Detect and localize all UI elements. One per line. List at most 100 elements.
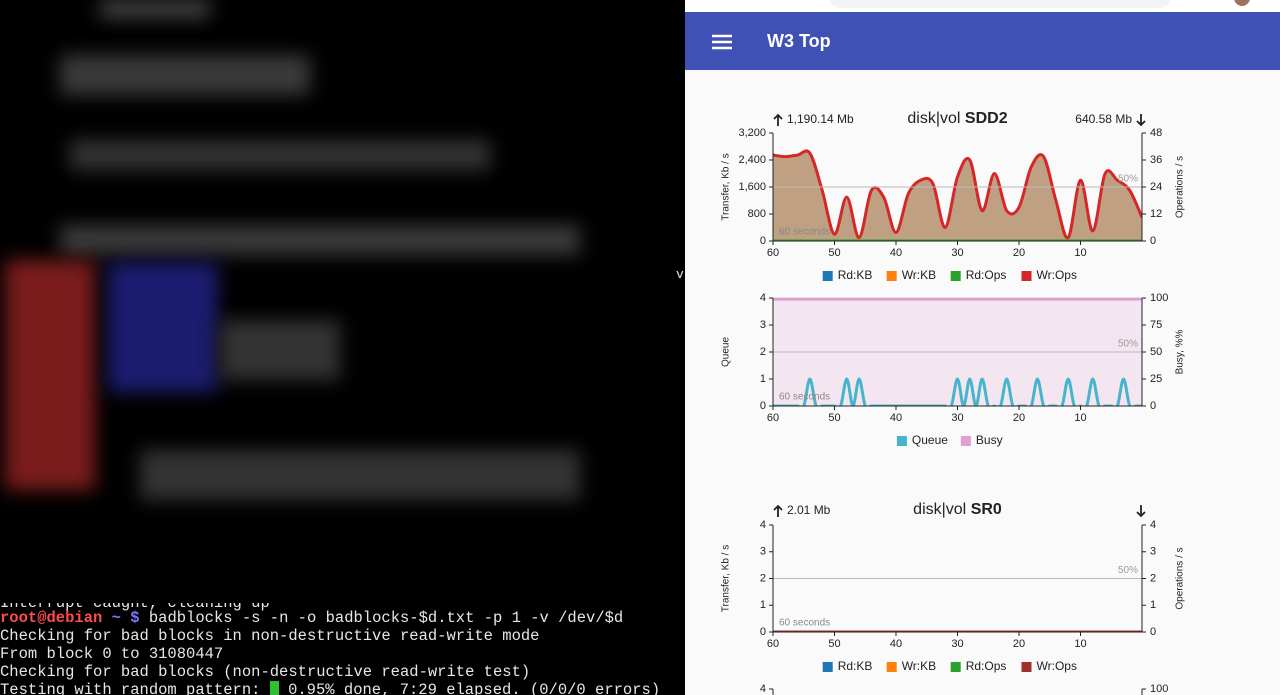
panel-title: disk|vol SR0: [913, 501, 1002, 518]
x-tick-label: 60: [767, 247, 779, 259]
edge-char: v: [676, 267, 684, 282]
app-title: W3 Top: [767, 31, 831, 51]
y2-tick-label: 75: [1150, 319, 1162, 331]
y2-axis-label: Operations / s: [1175, 547, 1186, 609]
app-header: [685, 12, 1280, 70]
legend-label: Queue: [912, 433, 948, 447]
y2-tick-label: 25: [1150, 373, 1162, 385]
x-tick-label: 30: [951, 638, 963, 650]
write-rate: 640.58 Mb: [1075, 112, 1132, 126]
terminal-prompt-line: root@debian ~ $ badblocks -s -n -o badbl…: [0, 609, 623, 627]
legend-swatch: [822, 271, 833, 281]
legend-label: Wr:Ops: [1037, 268, 1077, 282]
prompt-user: root@debian: [0, 609, 103, 627]
y-axis-label: Transfer, Kb / s: [721, 153, 732, 220]
address-bar[interactable]: [830, 0, 1170, 8]
prompt-command: badblocks -s -n -o badblocks-$d.txt -p 1…: [148, 609, 624, 627]
plot: [773, 297, 1142, 406]
area: [773, 299, 1142, 406]
span-label: 60 seconds: [779, 392, 830, 403]
legend-swatch: [822, 662, 833, 672]
series-line: [773, 377, 1142, 406]
read-arrow: [773, 113, 783, 126]
panel-title-name: SDD2: [965, 110, 1008, 127]
y2-tick-label: 12: [1150, 208, 1162, 220]
terminal-line: From block 0 to 31080447: [0, 645, 224, 663]
y-tick-label: 4: [760, 292, 766, 304]
y2-tick-label: 36: [1150, 154, 1162, 166]
y2-tick-label: 24: [1150, 181, 1162, 193]
blur-blob: [100, 0, 210, 18]
y-tick-label: 1,600: [738, 181, 766, 193]
blur-blob: [70, 140, 490, 170]
legend-label: Busy: [976, 433, 1003, 447]
x-tick-label: 40: [890, 412, 902, 424]
blurred-area: [0, 0, 676, 603]
y-axis-label: Queue: [721, 337, 732, 367]
legend-swatch: [896, 436, 907, 446]
legend-swatch: [886, 271, 897, 281]
y2-tick-label: 3: [1150, 546, 1156, 558]
y2-axis-label: Busy, %%: [1175, 329, 1186, 374]
y2-tick-label: 100: [1150, 292, 1168, 304]
legend-swatch: [950, 271, 961, 281]
midline-label: 50%: [1118, 339, 1138, 350]
midline-label: 50%: [1118, 565, 1138, 576]
legend-swatch: [1021, 662, 1032, 672]
profile-icon[interactable]: [1234, 0, 1250, 6]
legend-label: Wr:Ops: [1037, 659, 1077, 673]
panel-title-prefix: disk|vol: [913, 501, 966, 518]
y2-tick-label: 4: [1150, 519, 1156, 531]
y2-axis-label: Operations / s: [1175, 156, 1186, 218]
y2-tick-label: 1: [1150, 599, 1156, 611]
legend-label: Wr:KB: [902, 659, 936, 673]
x-tick-label: 40: [890, 638, 902, 650]
y-tick-label: 4: [760, 519, 766, 531]
menu-button[interactable]: [712, 34, 732, 50]
span-label: 60 seconds: [779, 227, 830, 238]
legend-label: Rd:KB: [838, 268, 873, 282]
y-tick-label: 0: [760, 235, 766, 247]
write-arrow: [1136, 114, 1146, 127]
y-axis-label: Transfer, Kb / s: [721, 545, 732, 612]
x-tick-label: 20: [1013, 247, 1025, 259]
y-tick-label: 2: [760, 346, 766, 358]
y-tick-label: 800: [748, 208, 766, 220]
terminal-line: Checking for bad blocks (non-destructive…: [0, 663, 531, 681]
x-tick-label: 30: [951, 412, 963, 424]
terminal: Interrupt caught, cleaning up root@debia…: [0, 0, 685, 695]
y-tick-label: 3,200: [738, 127, 766, 139]
span-label: 60 seconds: [779, 618, 830, 629]
read-rate: 2.01 Mb: [787, 503, 831, 517]
panel-title-prefix: disk|vol: [907, 110, 960, 127]
x-tick-label: 60: [767, 412, 779, 424]
y2-tick-label: 0: [1150, 235, 1156, 247]
y-tick-label: 1: [760, 373, 766, 385]
plot: [773, 149, 1142, 241]
blur-blob: [220, 320, 340, 380]
y2-tick-label: 48: [1150, 127, 1162, 139]
y-tick-label: 1: [760, 599, 766, 611]
progress-text: 0.95% done, 7:29 elapsed. (0/0/0 errors): [288, 681, 661, 695]
read-rate: 1,190.14 Mb: [787, 112, 854, 126]
blur-blob: [140, 450, 580, 500]
progress-prefix: Testing with random pattern:: [0, 681, 261, 695]
read-arrow: [773, 504, 783, 517]
x-tick-label: 50: [828, 247, 840, 259]
panel-title-name: SR0: [971, 501, 1002, 518]
legend-swatch: [960, 436, 971, 446]
blur-blob: [60, 225, 580, 255]
legend-label: Wr:KB: [902, 268, 936, 282]
x-tick-label: 20: [1013, 638, 1025, 650]
x-tick-label: 10: [1074, 638, 1086, 650]
terminal-progress-line: Testing with random pattern: 0.95% done,…: [0, 681, 660, 695]
legend-swatch: [1021, 271, 1032, 281]
y-tick-label: 3: [760, 319, 766, 331]
y-tick-label: 2,400: [738, 154, 766, 166]
blur-blob: [60, 55, 310, 95]
y-tick-label: 4: [760, 683, 766, 695]
y2-tick-label: 50: [1150, 346, 1162, 358]
x-tick-label: 40: [890, 247, 902, 259]
x-tick-label: 60: [767, 638, 779, 650]
x-tick-label: 10: [1074, 412, 1086, 424]
